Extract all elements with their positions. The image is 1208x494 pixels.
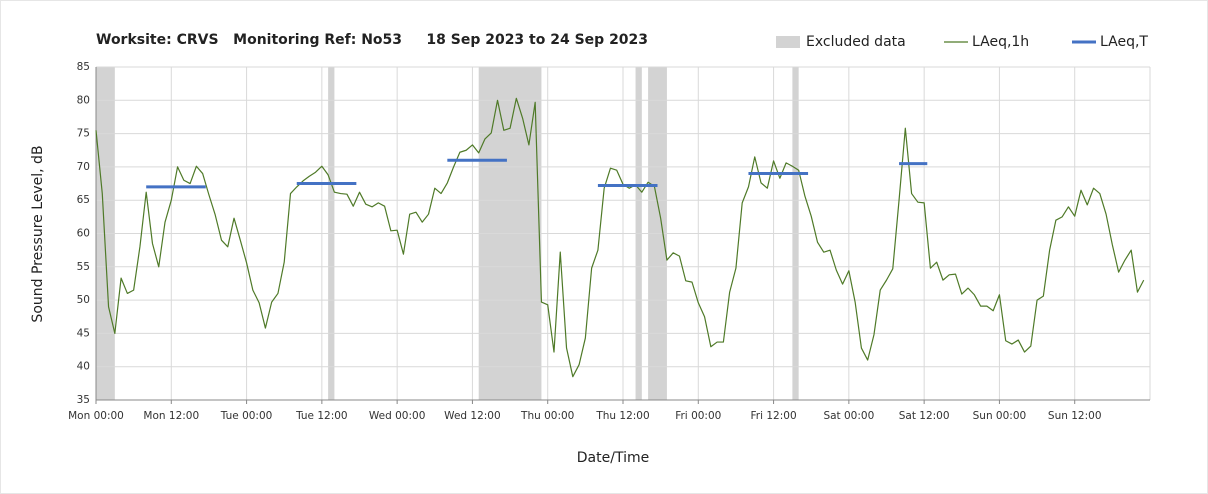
x-tick-label: Thu 00:00 (520, 410, 574, 422)
y-axis-title: Sound Pressure Level, dB (30, 145, 46, 322)
x-tick-label: Wed 00:00 (369, 410, 426, 422)
y-tick-label: 65 (77, 194, 90, 206)
chart-title: Worksite: CRVS Monitoring Ref: No53 18 S… (96, 32, 648, 48)
x-tick-label: Mon 12:00 (143, 410, 199, 422)
x-axis-title: Date/Time (577, 450, 649, 466)
legend-label: Excluded data (806, 34, 906, 50)
y-tick-label: 70 (77, 161, 90, 173)
y-tick-label: 55 (77, 261, 90, 273)
y-tick-label: 75 (77, 128, 90, 140)
plot-area (95, 66, 1151, 404)
legend-label: LAeq,1h (972, 34, 1029, 50)
x-tick-label: Sun 12:00 (1048, 410, 1102, 422)
x-tick-label: Sun 00:00 (973, 410, 1027, 422)
x-tick-label: Tue 00:00 (220, 410, 273, 422)
x-tick-label: Fri 00:00 (675, 410, 721, 422)
x-tick-label: Tue 12:00 (295, 410, 348, 422)
x-tick-label: Wed 12:00 (444, 410, 501, 422)
y-tick-label: 40 (77, 361, 90, 373)
x-tick-label: Mon 00:00 (68, 410, 124, 422)
x-tick-label: Sat 00:00 (823, 410, 874, 422)
y-tick-label: 60 (77, 228, 90, 240)
y-tick-label: 50 (77, 294, 90, 306)
data-line (95, 97, 1145, 378)
legend-swatch-excluded (776, 36, 800, 48)
y-tick-label: 80 (77, 94, 90, 106)
legend: Excluded data LAeq,1h LAeq,T (776, 34, 1148, 50)
x-tick-label: Thu 12:00 (595, 410, 649, 422)
x-tick-label: Sat 12:00 (899, 410, 950, 422)
y-tick-label: 45 (77, 327, 90, 339)
x-tick-label: Fri 12:00 (751, 410, 797, 422)
y-tick-label: 85 (77, 61, 90, 73)
y-tick-label: 35 (77, 394, 90, 406)
legend-label: LAeq,T (1100, 34, 1148, 50)
